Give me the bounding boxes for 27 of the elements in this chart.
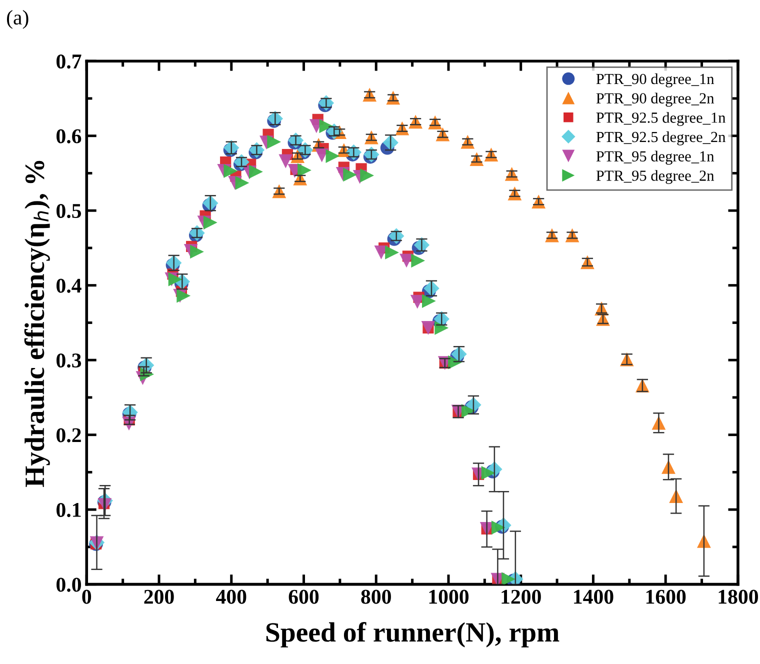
x-axis-title: Speed of runner(N), rpm [266,622,560,648]
x-tick-label: 1400 [574,590,614,604]
y-tick-label: 0.0 [56,578,81,592]
y-axis-title: Hydraulic efficiency(η$_{h}$), % [24,160,50,487]
x-tick-label: 1800 [718,590,758,604]
y-tick-label: 0.7 [56,54,82,69]
x-tick-label: 1600 [646,590,686,604]
y-tick-label: 0.6 [56,129,82,144]
x-tick-label: 1000 [429,590,469,604]
y-tick-label: 0.4 [56,278,82,293]
y-tick-label: 0.3 [56,353,82,368]
x-tick-label: 200 [144,590,174,604]
x-tick-label: 600 [288,590,319,604]
x-tick-label: 800 [361,590,391,604]
x-tick-label: 400 [216,590,246,604]
y-tick-label: 0.5 [56,204,82,218]
y-tick-label: 0.1 [56,502,81,518]
legend-label: PTR_90 degree_2n [596,92,714,107]
x-tick-label: 1200 [502,590,541,604]
legend-label: PTR_90 degree_1n [596,73,714,88]
legend-label: PTR_95 degree_2n [596,170,714,184]
y-tick-label: 0.2 [56,428,81,442]
legend-label: PTR_92.5 degree_2n [596,131,726,146]
x-tick-label: 0 [82,590,92,604]
legend-label: PTR_92.5 degree_1n [596,112,726,126]
text: (a) [6,10,28,29]
legend-label: PTR_95 degree_1n [596,150,714,165]
